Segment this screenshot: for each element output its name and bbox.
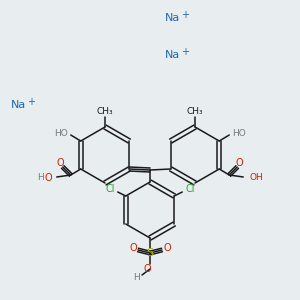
Text: +: +: [27, 97, 35, 107]
Text: Cl: Cl: [105, 184, 115, 194]
Text: CH₃: CH₃: [187, 106, 203, 116]
Text: HO: HO: [232, 128, 246, 137]
Text: H: H: [133, 272, 140, 281]
Text: OH: OH: [249, 173, 263, 182]
Text: O: O: [57, 158, 64, 168]
Text: Na: Na: [11, 100, 26, 110]
Text: S: S: [146, 248, 154, 258]
Text: O: O: [236, 158, 243, 168]
Text: Cl: Cl: [185, 184, 195, 194]
Text: HO: HO: [54, 128, 68, 137]
Text: Na: Na: [164, 13, 180, 23]
Text: Na: Na: [164, 50, 180, 60]
Text: O: O: [129, 243, 137, 253]
Text: O: O: [163, 243, 171, 253]
Text: +: +: [181, 47, 189, 57]
Text: CH₃: CH₃: [97, 106, 113, 116]
Text: O: O: [45, 173, 52, 183]
Text: +: +: [181, 10, 189, 20]
Text: H: H: [38, 173, 44, 182]
Text: O: O: [143, 264, 151, 274]
